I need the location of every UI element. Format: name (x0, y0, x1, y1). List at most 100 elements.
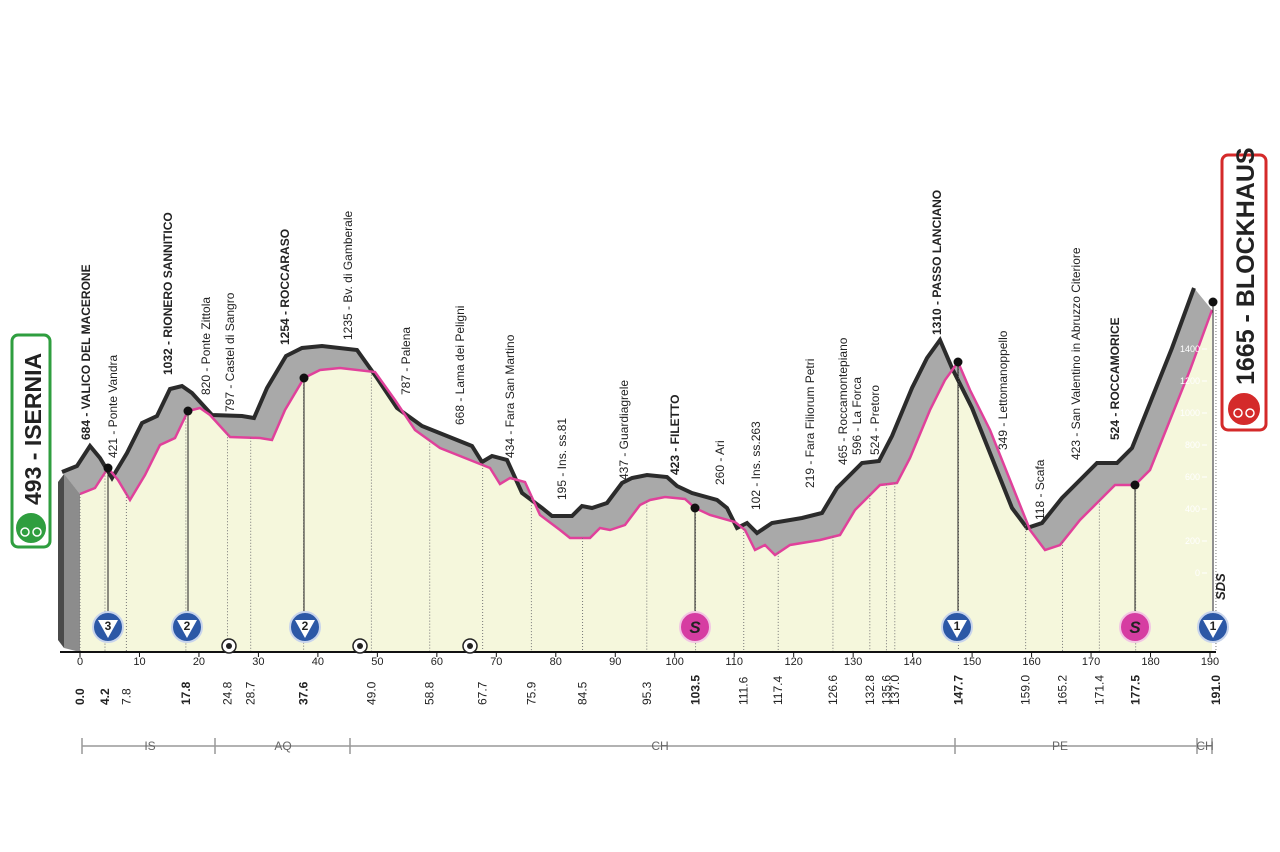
km-label: 84.5 (576, 681, 590, 705)
finish-label: 1665 - BLOCKHAUS (1232, 147, 1260, 385)
sprint-label: S (689, 618, 701, 637)
km-label: 103.5 (689, 675, 703, 705)
altitude-tick-label: 1400 (1180, 344, 1200, 354)
km-label: 126.6 (826, 675, 840, 705)
logo: SDS (1213, 573, 1228, 600)
finish-box: 1665 - BLOCKHAUS (1220, 147, 1268, 432)
km-label: 177.5 (1129, 675, 1143, 705)
special-icon-core (226, 643, 232, 649)
km-label: 67.7 (476, 681, 490, 705)
waypoint-label: 820 - Ponte Zittola (199, 297, 213, 395)
climb-triangle (177, 620, 197, 638)
climb-triangle (98, 620, 118, 638)
profile-line (79, 309, 1214, 557)
km-label: 37.6 (297, 681, 311, 705)
distance-tick-label: 190 (1201, 656, 1219, 668)
km-label: 49.0 (364, 681, 378, 705)
climb-triangle (947, 620, 967, 638)
profile-wall-face (64, 474, 80, 652)
waypoint-label: 1235 - Bv. di Gamberale (341, 210, 355, 340)
km-label: 24.8 (220, 681, 234, 705)
climb-category: 3 (105, 619, 112, 633)
altitude-tick-label: 400 (1185, 504, 1200, 514)
km-label: 171.4 (1092, 675, 1106, 705)
marker-dot (1130, 480, 1140, 490)
distance-tick-label: 70 (490, 656, 502, 668)
start-box: 493 - ISERNIA (10, 333, 52, 549)
km-label: 147.7 (951, 675, 965, 705)
start-frame (10, 333, 52, 549)
climb-triangle (295, 620, 315, 638)
km-label: 117.4 (771, 676, 785, 705)
km-label: 111.6 (737, 676, 751, 705)
distance-tick-label: 130 (844, 656, 862, 668)
waypoint-label: 423 - San Valentino in Abruzzo Citeriore (1069, 247, 1083, 460)
km-label: 159.0 (1019, 675, 1033, 705)
distance-tick-label: 40 (312, 656, 324, 668)
distance-tick-label: 50 (371, 656, 383, 668)
km-label: 28.7 (244, 681, 258, 705)
km-label: 17.8 (179, 681, 193, 705)
climb-triangle (1203, 620, 1223, 638)
marker-dot (953, 357, 963, 367)
waypoint-label: 596 - La Forca (850, 377, 864, 455)
profile-ridge (61, 287, 1196, 536)
waypoint-label: 1254 - ROCCARASO (278, 229, 292, 345)
waypoint-label: 423 - FILETTO (668, 395, 682, 475)
profile-side (62, 288, 1212, 555)
distance-tick-label: 140 (903, 656, 921, 668)
distance-tick-label: 170 (1082, 656, 1100, 668)
distance-tick-label: 150 (963, 656, 981, 668)
region-label: CH (1196, 739, 1213, 753)
km-label: 4.2 (98, 688, 112, 705)
waypoint-label: 260 - Ari (713, 440, 727, 485)
waypoint-label: 465 - Roccamontepiano (836, 337, 850, 465)
region-label: IS (144, 739, 155, 753)
distance-tick-label: 10 (133, 656, 145, 668)
altitude-tick-label: 600 (1185, 472, 1200, 482)
km-label: 7.8 (119, 688, 133, 705)
distance-tick-label: 0 (77, 656, 83, 668)
distance-tick-label: 160 (1022, 656, 1040, 668)
bike-wheel (1233, 408, 1243, 418)
waypoint-label: 349 - Lettomanoppello (996, 330, 1010, 450)
km-label: 0.0 (73, 688, 87, 705)
profile-fill (80, 310, 1212, 652)
altitude-tick-label: 1000 (1180, 408, 1200, 418)
altitude-tick-label: 200 (1185, 536, 1200, 546)
altitude-tick-label: 1200 (1180, 376, 1200, 386)
distance-tick-label: 90 (609, 656, 621, 668)
region-label: CH (651, 739, 668, 753)
start-icon (14, 511, 48, 545)
climb-category: 2 (302, 619, 309, 633)
profile-wall (58, 474, 64, 648)
distance-tick-label: 180 (1141, 656, 1159, 668)
waypoint-label: 524 - Pretoro (868, 385, 882, 455)
km-label: 165.2 (1056, 675, 1070, 705)
altitude-tick-label: 800 (1185, 440, 1200, 450)
sprint-marker (1119, 611, 1151, 643)
marker-dot (1208, 297, 1218, 307)
marker-dot (299, 373, 309, 383)
distance-tick-label: 100 (666, 656, 684, 668)
finish-frame (1220, 153, 1268, 432)
bike-wheel (1245, 408, 1255, 418)
waypoint-label: 668 - Lama dei Peligni (453, 306, 467, 425)
waypoint-label: 219 - Fara Filiorum Petri (803, 359, 817, 488)
waypoint-label: 1310 - PASSO LANCIANO (930, 190, 944, 335)
finish-icon (1226, 391, 1262, 427)
waypoint-label: 684 - VALICO DEL MACERONE (79, 264, 93, 440)
km-label: 132.8 (863, 675, 877, 705)
waypoint-label: 437 - Guardiagrele (617, 380, 631, 480)
km-label: 95.3 (640, 681, 654, 705)
km-label: 135.6 (879, 675, 893, 705)
profile-chart: 0.0 4.2 7.8 17.8 24.8 28.7 37.6 49.0 58.8 67.7 75.… (58, 190, 1229, 754)
marker-dot (690, 503, 700, 513)
region-label: AQ (274, 739, 291, 753)
waypoint-label: 421 - Ponte Vandra (106, 354, 120, 458)
waypoint-label: 195 - Ins. ss.81 (555, 418, 569, 500)
bike-wheel (32, 527, 42, 537)
km-label: 58.8 (423, 681, 437, 705)
climb-category: 1 (954, 619, 961, 633)
